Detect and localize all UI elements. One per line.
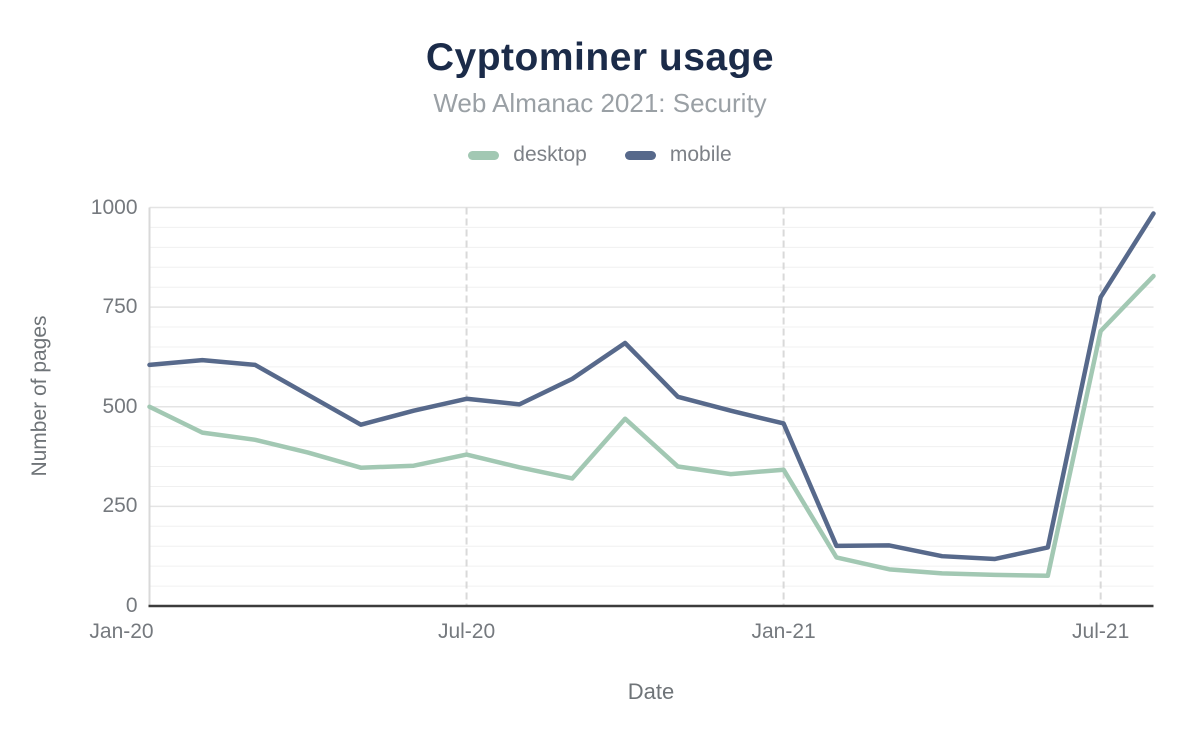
legend-label-desktop: desktop	[513, 143, 587, 166]
chart-subtitle: Web Almanac 2021: Security	[433, 88, 767, 118]
series-line-desktop	[147, 273, 1156, 578]
series-line-mobile	[147, 211, 1156, 562]
y-tick-label: 0	[125, 594, 138, 617]
legend-swatch-desktop	[468, 150, 500, 160]
x-tick-label: Jul-21	[1072, 620, 1130, 643]
y-tick-label: 250	[102, 494, 138, 518]
legend-item-mobile: mobile	[624, 143, 732, 167]
legend-item-desktop: desktop	[468, 143, 587, 167]
chart-title: Cyptominer usage	[425, 36, 775, 79]
legend-label-mobile: mobile	[669, 143, 732, 166]
y-tick-label: 750	[102, 295, 138, 319]
y-axis-title: Number of pages	[28, 315, 51, 477]
y-tick-label: 500	[102, 394, 138, 418]
x-tick-label: Jul-20	[437, 620, 496, 643]
y-tick-label: 1000	[90, 195, 138, 219]
x-tick-label: Jan-21	[751, 620, 816, 643]
x-axis-title: Date	[627, 679, 675, 704]
legend: desktop mobile	[0, 143, 1200, 167]
legend-swatch-mobile	[624, 150, 656, 160]
x-tick-label: Jan-20	[89, 620, 154, 643]
